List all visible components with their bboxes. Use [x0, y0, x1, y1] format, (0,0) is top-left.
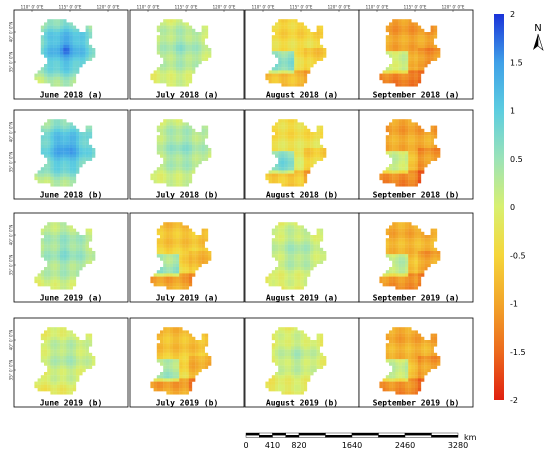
longitude-tick-label: 115° 0' 0"E	[404, 5, 427, 10]
map-panel: 40° 0' 0"N 35° 0' 0"N June 2019 (b)	[9, 317, 129, 408]
panel-label: September 2019 (a)	[373, 294, 460, 303]
region-raster	[34, 119, 96, 187]
colorbar-tick-label: 0	[510, 203, 515, 212]
map-panel: September 2018 (b)	[358, 109, 474, 200]
north-arrow-label: N	[534, 23, 541, 34]
colorbar-tick-label: -1	[510, 300, 518, 309]
region-raster	[379, 222, 441, 290]
longitude-tick-label: 115° 0' 0"E	[290, 5, 313, 10]
north-arrow-icon-half	[537, 33, 544, 51]
map-panel: September 2019 (b)	[358, 317, 474, 408]
longitude-tick-label: 110° 0' 0"E	[252, 5, 275, 10]
panel-label: September 2019 (b)	[373, 399, 460, 408]
colorbar-tick-label: -1.5	[510, 348, 526, 357]
panel-label: July 2019 (b)	[156, 399, 219, 408]
map-panel: 110° 0' 0"E 115° 0' 0"E 120° 0' 0"E 40° 0' …	[9, 5, 129, 100]
longitude-tick-label: 120° 0' 0"E	[97, 5, 120, 10]
scale-bar-label: 0	[243, 441, 248, 450]
latitude-tick-label: 35° 0' 0"N	[9, 152, 14, 173]
map-panel: August 2018 (b)	[244, 109, 360, 200]
scale-bar-label: 820	[291, 441, 306, 450]
longitude-tick-label: 120° 0' 0"E	[328, 5, 351, 10]
scale-bar-unit: km	[464, 433, 477, 442]
region-raster	[379, 327, 441, 395]
panel-label: September 2018 (a)	[373, 91, 460, 100]
region-raster	[34, 19, 96, 87]
north-arrow: N	[533, 23, 544, 51]
map-panel: 110° 0' 0"E 115° 0' 0"E 120° 0' 0"E Septemb…	[358, 5, 474, 100]
scale-bar-label: 2460	[395, 441, 415, 450]
colorbar-tick-label: 2	[510, 10, 515, 19]
panel-label: August 2018 (a)	[266, 91, 338, 100]
panel-label: June 2018 (a)	[40, 91, 103, 100]
panel-label: August 2018 (b)	[266, 191, 338, 200]
region-raster	[34, 327, 96, 395]
colorbar-tick-label: 0.5	[510, 155, 523, 164]
latitude-tick-label: 35° 0' 0"N	[9, 52, 14, 73]
map-panel: 40° 0' 0"N 35° 0' 0"N June 2018 (b)	[9, 109, 129, 200]
panel-label: August 2019 (a)	[266, 294, 338, 303]
colorbar-tick-label: 1	[510, 107, 515, 116]
map-panel: July 2019 (b)	[129, 317, 245, 408]
panel-label: July 2018 (b)	[156, 191, 219, 200]
map-panel: July 2018 (b)	[129, 109, 245, 200]
colorbar-ramp	[494, 14, 504, 400]
map-panel: August 2019 (a)	[244, 212, 360, 303]
longitude-tick-label: 110° 0' 0"E	[21, 5, 44, 10]
colorbar-tick-label: 1.5	[510, 58, 523, 67]
region-raster	[150, 222, 212, 290]
longitude-tick-label: 110° 0' 0"E	[137, 5, 160, 10]
latitude-tick-label: 35° 0' 0"N	[9, 255, 14, 276]
panel-label: August 2019 (b)	[266, 399, 338, 408]
map-panel: 110° 0' 0"E 115° 0' 0"E 120° 0' 0"E July 20…	[129, 5, 245, 100]
map-panel: 110° 0' 0"E 115° 0' 0"E 120° 0' 0"E August …	[244, 5, 360, 100]
panel-label: September 2018 (b)	[373, 191, 460, 200]
scale-bar-label: 3280	[448, 441, 468, 450]
panel-label: June 2019 (a)	[40, 294, 103, 303]
region-raster	[150, 19, 212, 87]
panel-label: June 2019 (b)	[40, 399, 103, 408]
latitude-tick-label: 40° 0' 0"N	[9, 122, 14, 143]
region-raster	[150, 119, 212, 187]
region-raster	[379, 19, 441, 87]
colorbar-tick-label: -0.5	[510, 251, 526, 260]
scale-bar-label: 1640	[342, 441, 362, 450]
latitude-tick-label: 40° 0' 0"N	[9, 225, 14, 246]
panel-label: July 2018 (a)	[156, 91, 219, 100]
region-raster	[265, 19, 327, 87]
scale-bar-label: 410	[265, 441, 280, 450]
region-raster	[265, 327, 327, 395]
scale-bar: 0 410 820 1640 2460 3280 km	[243, 432, 477, 450]
region-raster	[150, 327, 212, 395]
latitude-tick-label: 40° 0' 0"N	[9, 22, 14, 43]
map-panel: 40° 0' 0"N 35° 0' 0"N June 2019 (a)	[9, 212, 129, 303]
colorbar: 2 1.5 1 0.5 0 -0.5 -1 -1.5 -2	[494, 10, 526, 405]
region-raster	[34, 222, 96, 290]
longitude-tick-label: 120° 0' 0"E	[213, 5, 236, 10]
north-arrow-icon	[533, 34, 538, 50]
map-panel: September 2019 (a)	[358, 212, 474, 303]
latitude-tick-label: 35° 0' 0"N	[9, 360, 14, 381]
region-raster	[265, 119, 327, 187]
longitude-tick-label: 115° 0' 0"E	[59, 5, 82, 10]
colorbar-tick-label: -2	[510, 396, 518, 405]
region-raster	[265, 222, 327, 290]
latitude-tick-label: 40° 0' 0"N	[9, 330, 14, 351]
panel-label: June 2018 (b)	[40, 191, 103, 200]
map-panels-grid: 110° 0' 0"E 115° 0' 0"E 120° 0' 0"E 40° 0' …	[9, 5, 474, 408]
longitude-tick-label: 115° 0' 0"E	[175, 5, 198, 10]
map-panel: August 2019 (b)	[244, 317, 360, 408]
map-panel: July 2019 (a)	[129, 212, 245, 303]
longitude-tick-label: 120° 0' 0"E	[442, 5, 465, 10]
region-raster	[379, 119, 441, 187]
panel-label: July 2019 (a)	[156, 294, 219, 303]
longitude-tick-label: 110° 0' 0"E	[366, 5, 389, 10]
